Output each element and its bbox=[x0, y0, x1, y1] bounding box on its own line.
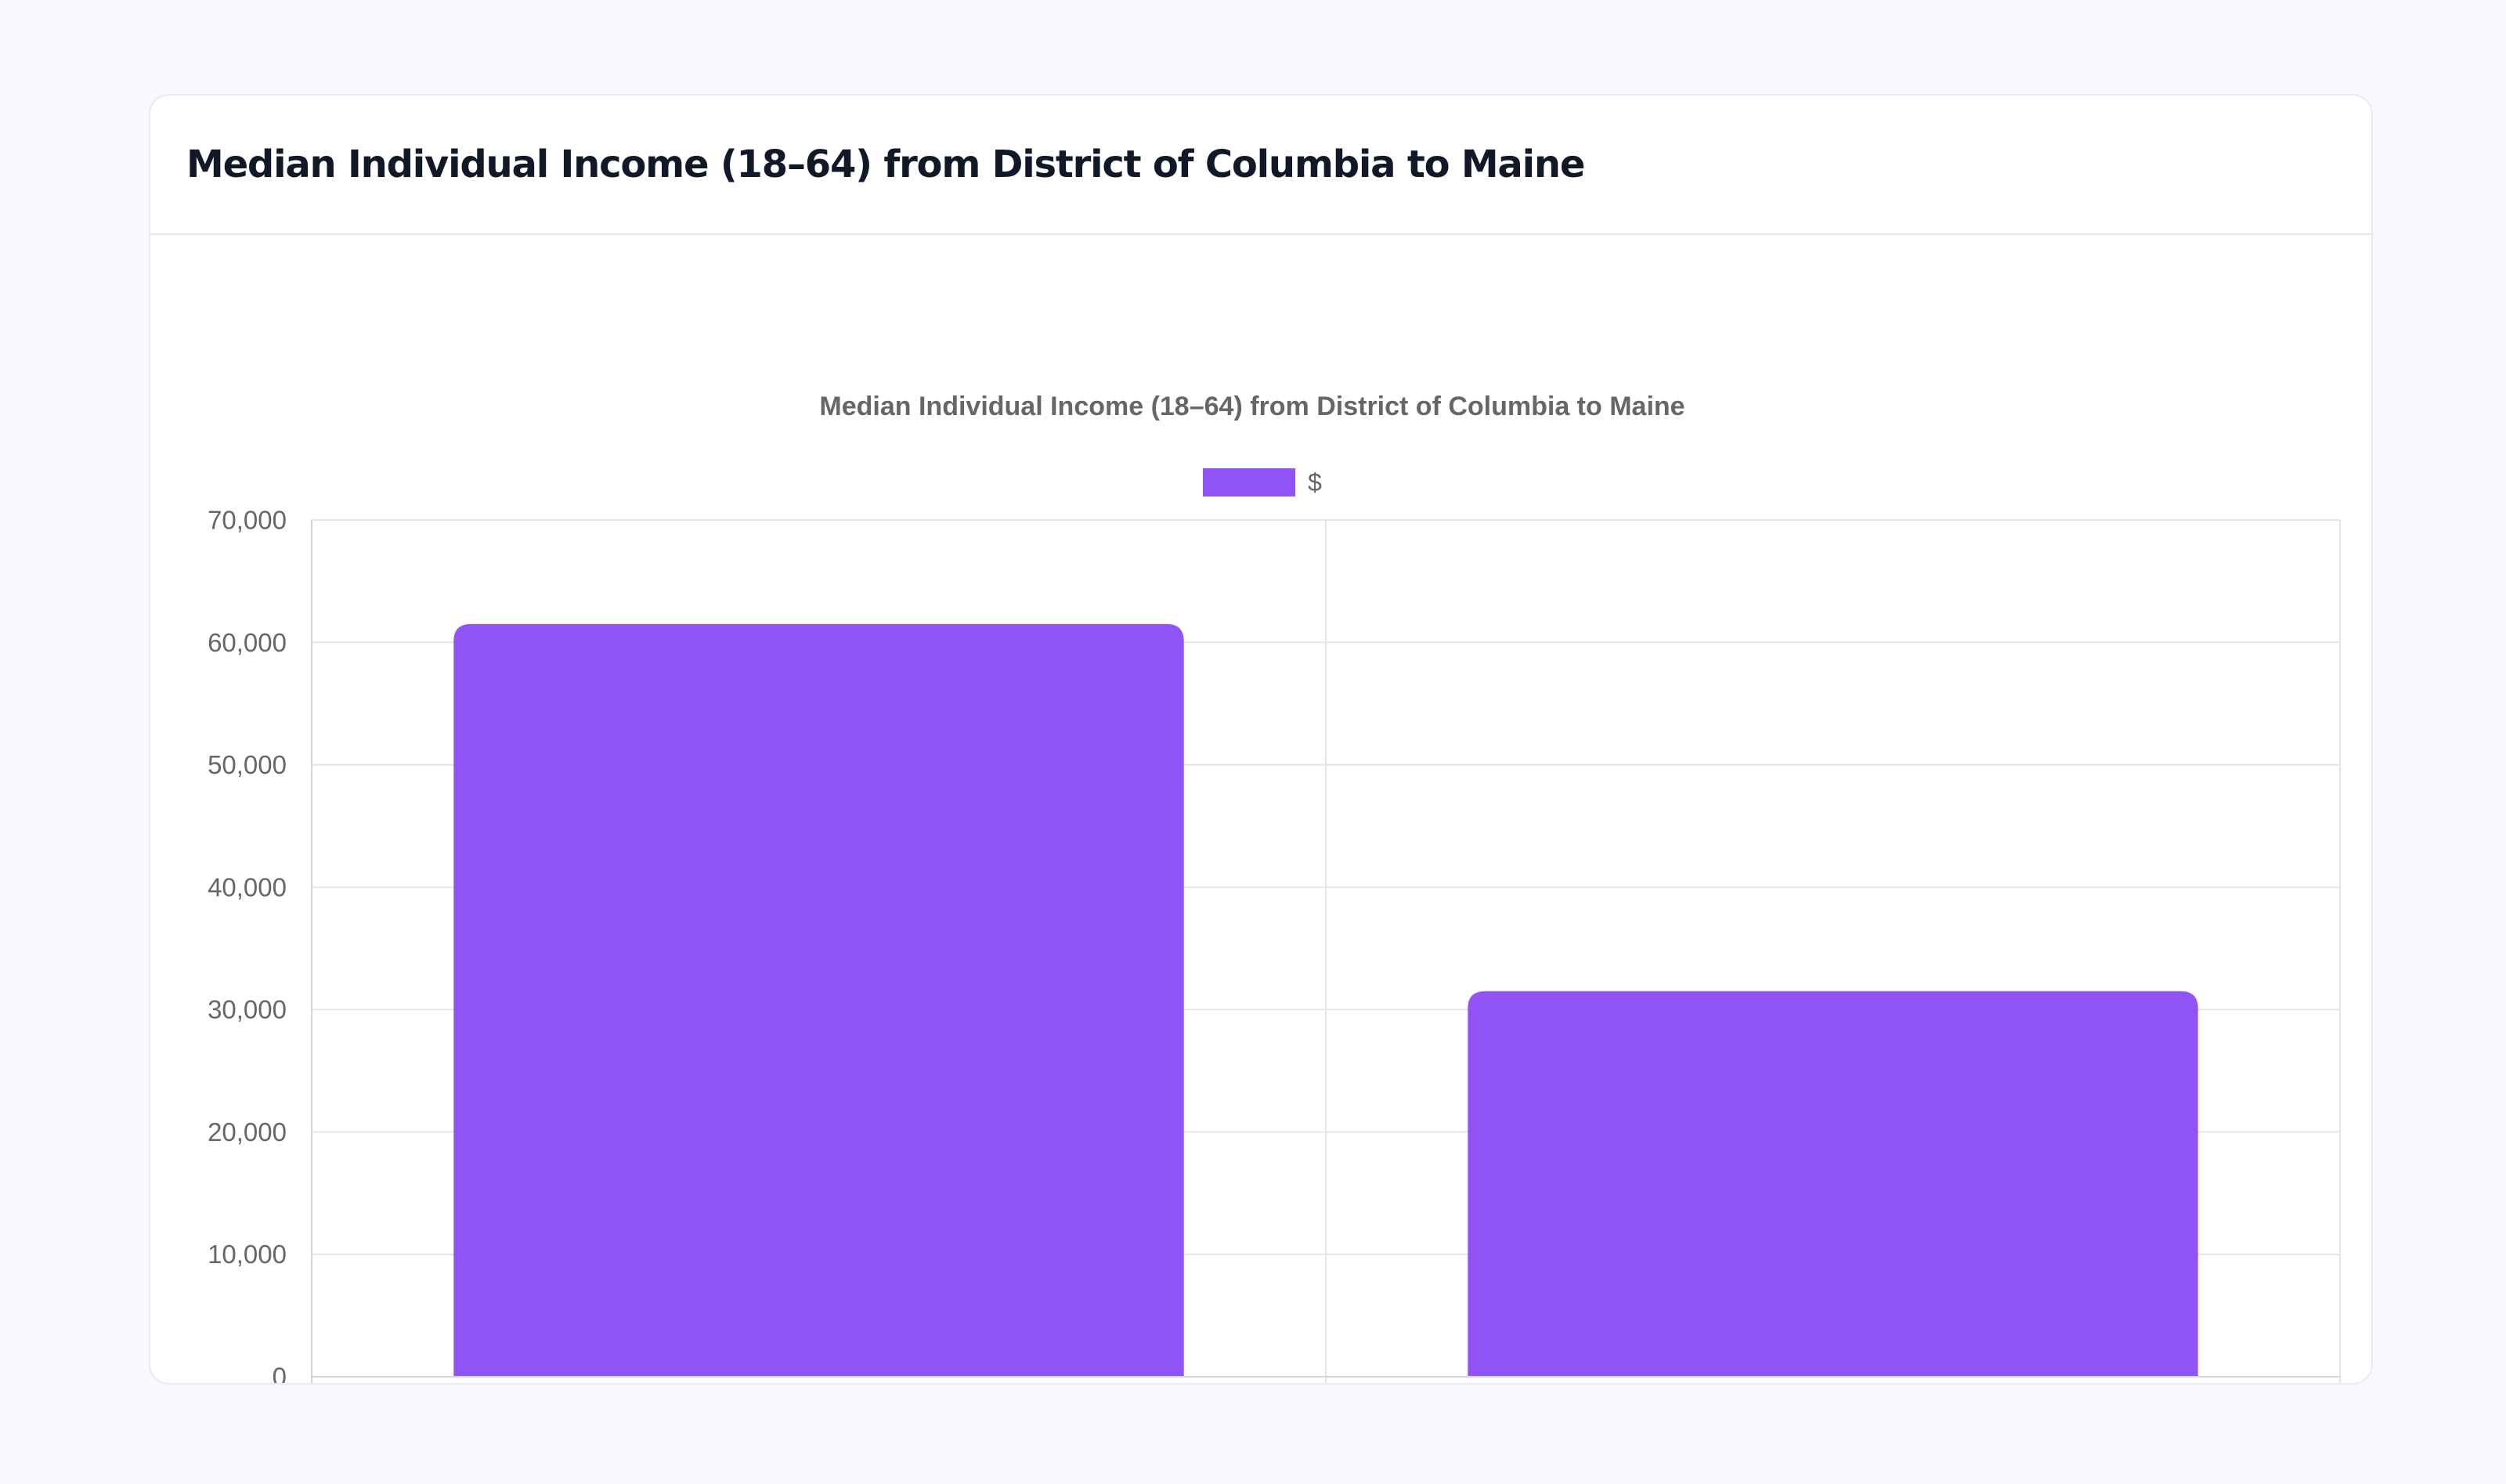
card-header: Median Individual Income (18–64) from Di… bbox=[150, 96, 2371, 235]
axes: 0 10,000 20,000 30,000 40,000 50,000 60,000 70,… bbox=[208, 506, 2340, 1385]
page-title: Median Individual Income (18–64) from Di… bbox=[186, 143, 1585, 186]
bar bbox=[1468, 991, 2198, 1377]
y-tick-label: 60,000 bbox=[208, 628, 287, 657]
y-tick-label: 70,000 bbox=[208, 506, 287, 535]
bars bbox=[453, 623, 2198, 1377]
y-tick-label: 10,000 bbox=[208, 1240, 287, 1269]
y-tick-label: 40,000 bbox=[208, 872, 287, 901]
legend-swatch bbox=[1203, 468, 1295, 496]
legend-label: $ bbox=[1308, 468, 1322, 496]
chart-area: 0 10,000 20,000 30,000 40,000 50,000 60,000 70,… bbox=[150, 235, 2371, 1385]
chart-card: Median Individual Income (18–64) from Di… bbox=[149, 94, 2373, 1385]
y-tick-label: 20,000 bbox=[208, 1118, 287, 1146]
bar bbox=[453, 623, 1184, 1377]
bar-chart: 0 10,000 20,000 30,000 40,000 50,000 60,000 70,… bbox=[208, 392, 2341, 1385]
chart-title: Median Individual Income (18–64) from Di… bbox=[819, 392, 1685, 421]
y-tick-label: 0 bbox=[273, 1363, 287, 1385]
y-tick-label: 50,000 bbox=[208, 750, 287, 779]
legend[interactable]: $ bbox=[1203, 468, 1322, 496]
y-tick-label: 30,000 bbox=[208, 995, 287, 1024]
